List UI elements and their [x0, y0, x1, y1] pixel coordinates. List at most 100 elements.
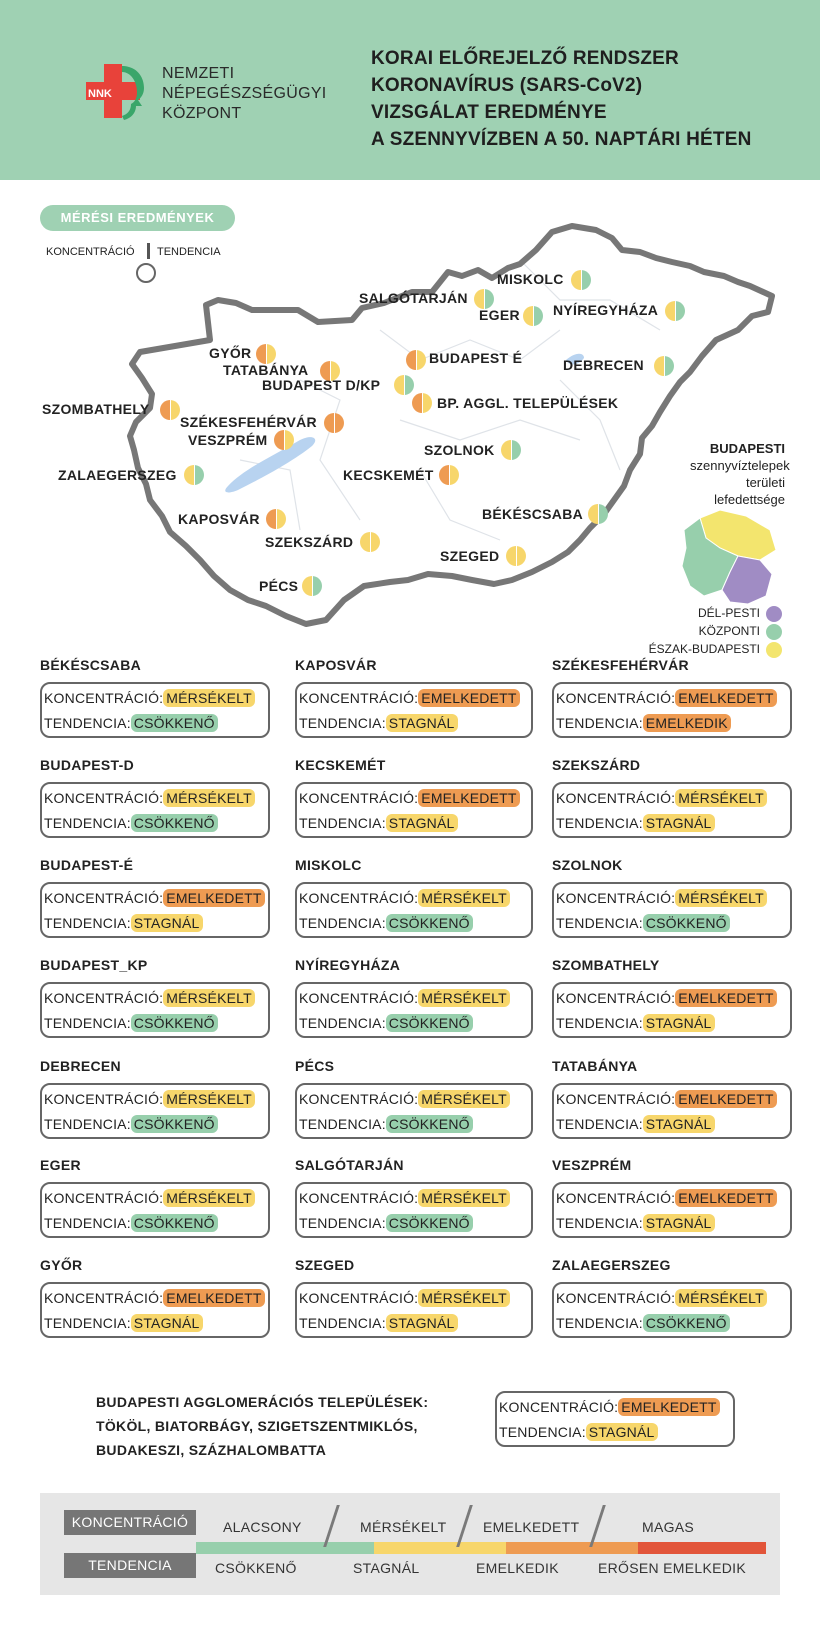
card-city-title: VESZPRÉM — [552, 1157, 632, 1173]
card-city-title: SZOMBATHELY — [552, 957, 660, 973]
legend-trend-label: TENDENCIA — [64, 1553, 196, 1578]
map-city-label: VESZPRÉM — [188, 432, 268, 448]
trend-value: CSÖKKENŐ — [130, 1214, 218, 1232]
trend-row: TENDENCIA: STAGNÁL — [299, 1314, 458, 1332]
concentration-row: KONCENTRÁCIÓ: EMELKEDETT — [556, 989, 777, 1007]
trend-row: TENDENCIA: CSÖKKENŐ — [299, 1115, 473, 1133]
concentration-row: KONCENTRÁCIÓ: EMELKEDETT — [556, 1189, 777, 1207]
card-city-title: PÉCS — [295, 1058, 335, 1074]
concentration-label: KONCENTRÁCIÓ: — [556, 1091, 676, 1107]
result-card: KONCENTRÁCIÓ: EMELKEDETT TENDENCIA: STAGNÁL — [552, 1083, 792, 1139]
legend-trend-high: ERŐSEN EMELKEDIK — [598, 1560, 746, 1576]
map-city-dot — [184, 465, 204, 485]
result-card: KONCENTRÁCIÓ: EMELKEDETT TENDENCIA: STAGNÁL — [552, 1182, 792, 1238]
trend-value: CSÖKKENŐ — [130, 1115, 218, 1133]
coverage-line: lefedettsége — [714, 492, 785, 507]
trend-row: TENDENCIA: EMELKEDIK — [556, 714, 731, 732]
map-city-dot — [256, 344, 276, 364]
trend-value: CSÖKKENŐ — [130, 1014, 218, 1032]
map-city-dot — [588, 504, 608, 524]
concentration-label: KONCENTRÁCIÓ: — [556, 1190, 676, 1206]
map-city-label: DEBRECEN — [563, 357, 644, 373]
trend-row: TENDENCIA: CSÖKKENŐ — [299, 1014, 473, 1032]
trend-value: STAGNÁL — [130, 914, 203, 932]
result-card: KONCENTRÁCIÓ: MÉRSÉKELT TENDENCIA: CSÖKKENŐ — [295, 882, 533, 938]
concentration-value: MÉRSÉKELT — [418, 989, 510, 1007]
result-card: KONCENTRÁCIÓ: MÉRSÉKELT TENDENCIA: CSÖKKENŐ — [40, 1083, 270, 1139]
map-city-dot — [523, 306, 543, 326]
concentration-value: EMELKEDETT — [675, 989, 777, 1007]
map-city-label: SALGÓTARJÁN — [359, 290, 468, 306]
trend-value: STAGNÁL — [385, 714, 458, 732]
concentration-label: KONCENTRÁCIÓ: — [299, 1091, 419, 1107]
card-city-title: BUDAPEST-É — [40, 857, 134, 873]
map-city-label: KECSKEMÉT — [343, 467, 434, 483]
agglomeration-text: BUDAPESTI AGGLOMERÁCIÓS TELEPÜLÉSEK: TÖK… — [96, 1390, 428, 1462]
map-city-label: NYÍREGYHÁZA — [553, 302, 659, 318]
trend-row: TENDENCIA: CSÖKKENŐ — [299, 914, 473, 932]
concentration-label: KONCENTRÁCIÓ: — [556, 990, 676, 1006]
card-city-title: SZEGED — [295, 1257, 355, 1273]
trend-label: TENDENCIA: — [44, 715, 131, 731]
trend-row: TENDENCIA: CSÖKKENŐ — [44, 714, 218, 732]
legend-conc-low: ALACSONY — [223, 1519, 302, 1535]
trend-value: STAGNÁL — [385, 814, 458, 832]
trend-label: TENDENCIA: — [299, 1315, 386, 1331]
result-card: KONCENTRÁCIÓ: EMELKEDETT TENDENCIA: STAGNÁL — [295, 682, 533, 738]
concentration-label: KONCENTRÁCIÓ: — [299, 890, 419, 906]
org-name-line: NÉPEGÉSZSÉGÜGYI — [162, 85, 327, 102]
trend-label: TENDENCIA: — [556, 715, 643, 731]
trend-label: TENDENCIA: — [499, 1424, 586, 1440]
map-city-dot — [412, 393, 432, 413]
budapest-coverage-title: BUDAPESTI szennyvíztelepek területi lefe… — [690, 440, 790, 508]
concentration-label: KONCENTRÁCIÓ: — [299, 790, 419, 806]
coverage-line: szennyvíztelepek — [690, 458, 790, 473]
small-lake — [566, 353, 584, 365]
trend-label: TENDENCIA: — [44, 1315, 131, 1331]
trend-label: TENDENCIA: — [556, 1315, 643, 1331]
concentration-row: KONCENTRÁCIÓ: MÉRSÉKELT — [556, 789, 767, 807]
card-city-title: KAPOSVÁR — [295, 657, 377, 673]
concentration-row: KONCENTRÁCIÓ: EMELKEDETT — [44, 1289, 265, 1307]
concentration-label: KONCENTRÁCIÓ: — [556, 1290, 676, 1306]
map-city-label: ZALAEGERSZEG — [58, 467, 177, 483]
map-city-dot — [571, 270, 591, 290]
trend-label: TENDENCIA: — [44, 1015, 131, 1031]
card-city-title: BUDAPEST-D — [40, 757, 135, 773]
concentration-row: KONCENTRÁCIÓ: MÉRSÉKELT — [299, 989, 510, 1007]
card-city-title: MISKOLC — [295, 857, 362, 873]
concentration-row: KONCENTRÁCIÓ: MÉRSÉKELT — [44, 1090, 255, 1108]
agglomeration-line: BUDAPESTI AGGLOMERÁCIÓS TELEPÜLÉSEK: — [96, 1394, 429, 1410]
map-city-dot — [320, 361, 340, 381]
concentration-value: MÉRSÉKELT — [675, 1289, 767, 1307]
map-city-dot — [302, 576, 322, 596]
agglomeration-line: TÖKÖL, BIATORBÁGY, SZIGETSZENTMIKLÓS, — [96, 1418, 418, 1434]
concentration-row: KONCENTRÁCIÓ: MÉRSÉKELT — [299, 1090, 510, 1108]
legend-bar-moderate — [374, 1542, 506, 1554]
legend-separator — [456, 1505, 473, 1547]
nnk-logo: NNK — [86, 64, 144, 120]
card-city-title: SZOLNOK — [552, 857, 623, 873]
map-city-dot — [439, 465, 459, 485]
map-trend-label: TENDENCIA — [157, 246, 221, 258]
trend-row: TENDENCIA: CSÖKKENŐ — [556, 914, 730, 932]
trend-row: TENDENCIA: STAGNÁL — [44, 1314, 203, 1332]
card-city-title: GYŐR — [40, 1257, 83, 1273]
legend-trend-moderate: STAGNÁL — [353, 1560, 420, 1576]
trend-row: TENDENCIA: STAGNÁL — [556, 1115, 715, 1133]
trend-label: TENDENCIA: — [299, 815, 386, 831]
trend-value: STAGNÁL — [642, 1115, 715, 1133]
trend-label: TENDENCIA: — [44, 1215, 131, 1231]
trend-row: TENDENCIA: CSÖKKENŐ — [556, 1314, 730, 1332]
result-card: KONCENTRÁCIÓ: MÉRSÉKELT TENDENCIA: CSÖKKENŐ — [295, 1182, 533, 1238]
trend-row: TENDENCIA: STAGNÁL — [556, 1014, 715, 1032]
color-legend: KONCENTRÁCIÓ TENDENCIA ALACSONY MÉRSÉKEL… — [40, 1493, 780, 1595]
title-line: A SZENNYVÍZBEN A 50. NAPTÁRI HÉTEN — [371, 129, 752, 150]
map-city-dot — [394, 375, 414, 395]
legend-separator — [589, 1505, 606, 1547]
result-card: KONCENTRÁCIÓ: MÉRSÉKELT TENDENCIA: STAGNÁL — [552, 782, 792, 838]
map-city-label: BUDAPEST D/KP — [262, 377, 381, 393]
legend-conc-moderate: MÉRSÉKELT — [360, 1519, 447, 1535]
trend-value: CSÖKKENŐ — [385, 914, 473, 932]
coverage-line: területi — [745, 475, 785, 490]
